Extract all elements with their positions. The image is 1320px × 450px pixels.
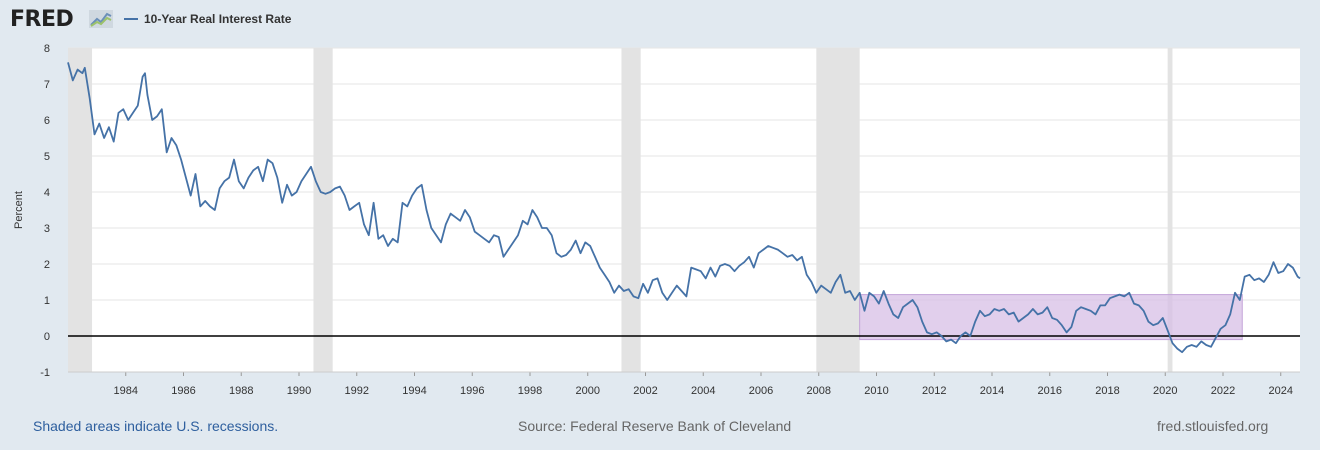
y-tick-label: 2 bbox=[44, 259, 50, 271]
x-tick-label: 2014 bbox=[980, 385, 1004, 397]
x-tick-label: 1994 bbox=[402, 385, 426, 397]
y-tick-label: 0 bbox=[44, 331, 50, 343]
recession-band bbox=[816, 48, 860, 372]
x-tick-label: 2012 bbox=[922, 385, 946, 397]
x-tick-label: 2022 bbox=[1211, 385, 1235, 397]
y-tick-label: 4 bbox=[44, 187, 50, 199]
y-tick-label: 1 bbox=[44, 295, 50, 307]
site-link[interactable]: fred.stlouisfed.org bbox=[1157, 418, 1269, 434]
legend-label: 10-Year Real Interest Rate bbox=[144, 12, 292, 26]
source-note: Source: Federal Reserve Bank of Clevelan… bbox=[518, 418, 792, 434]
x-tick-label: 1984 bbox=[114, 385, 138, 397]
x-tick-label: 1996 bbox=[460, 385, 484, 397]
x-tick-label: 2020 bbox=[1153, 385, 1177, 397]
y-tick-label: 3 bbox=[44, 223, 50, 235]
recession-band bbox=[68, 48, 93, 372]
x-tick-label: 2024 bbox=[1269, 385, 1293, 397]
x-tick-label: 2006 bbox=[749, 385, 773, 397]
x-tick-label: 2016 bbox=[1038, 385, 1062, 397]
x-tick-label: 2000 bbox=[576, 385, 600, 397]
recession-note: Shaded areas indicate U.S. recessions. bbox=[33, 418, 279, 434]
y-tick-label: 6 bbox=[44, 115, 50, 127]
x-tick-label: 2010 bbox=[864, 385, 888, 397]
recession-band bbox=[1167, 48, 1173, 372]
y-axis-label: Percent bbox=[13, 191, 25, 229]
legend-swatch bbox=[124, 18, 138, 20]
x-tick-label: 2002 bbox=[633, 385, 657, 397]
x-tick-label: 1986 bbox=[171, 385, 195, 397]
chart-line-icon bbox=[89, 10, 113, 28]
y-tick-label: 7 bbox=[44, 79, 50, 91]
x-tick-label: 2018 bbox=[1095, 385, 1119, 397]
fred-logo[interactable]: FRED bbox=[10, 7, 74, 32]
recession-band bbox=[313, 48, 333, 372]
x-tick-label: 2008 bbox=[807, 385, 831, 397]
x-tick-label: 1992 bbox=[345, 385, 369, 397]
series-line bbox=[67, 62, 1301, 354]
x-tick-label: 1998 bbox=[518, 385, 542, 397]
x-tick-label: 2004 bbox=[691, 385, 715, 397]
y-tick-label: 5 bbox=[44, 151, 50, 163]
x-tick-label: 1988 bbox=[229, 385, 253, 397]
legend: 10-Year Real Interest Rate bbox=[124, 12, 291, 26]
y-tick-label: -1 bbox=[40, 367, 50, 379]
y-tick-label: 8 bbox=[44, 43, 50, 55]
recession-band bbox=[621, 48, 641, 372]
x-tick-label: 1990 bbox=[287, 385, 311, 397]
